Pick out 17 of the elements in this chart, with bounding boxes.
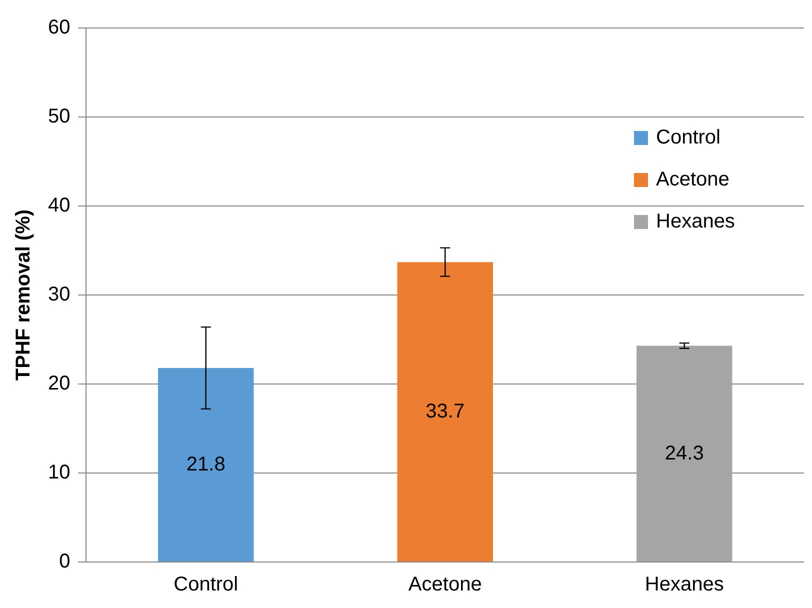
x-tick-label: Control: [174, 574, 238, 596]
x-tick-label: Hexanes: [644, 574, 724, 596]
y-tick-label: 30: [48, 284, 70, 306]
legend-label: Control: [656, 126, 720, 149]
data-label: 33.7: [426, 400, 465, 423]
legend-label: Hexanes: [656, 210, 735, 233]
y-tick-label: 60: [48, 16, 70, 39]
data-label: 24.3: [664, 442, 704, 464]
y-tick-label: 20: [48, 372, 70, 395]
y-tick-label: 40: [48, 194, 70, 217]
y-tick-label: 0: [59, 550, 70, 573]
x-tick-label: Acetone: [408, 574, 482, 596]
data-label: 21.8: [186, 454, 226, 476]
y-tick-label: 50: [48, 106, 70, 128]
legend-label: Acetone: [656, 168, 730, 191]
y-tick-label: 10: [48, 462, 70, 484]
y-axis-title: TPHF removal (%): [12, 209, 35, 381]
